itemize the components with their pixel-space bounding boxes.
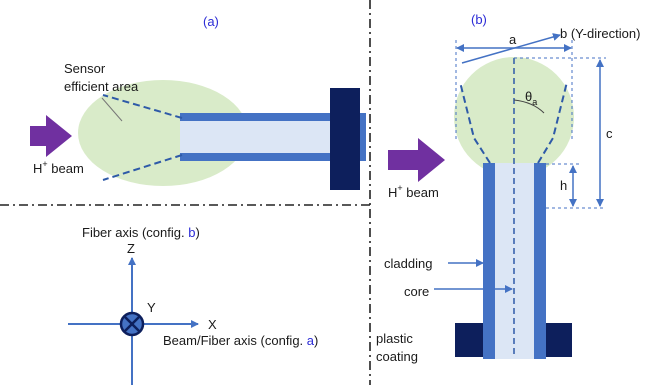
acceptance-cone-upper-a: [102, 94, 183, 119]
beam-label-b: H+ beam: [388, 183, 439, 200]
y-axis-label: Y: [147, 300, 156, 315]
plastic-label-line2: coating: [376, 349, 418, 364]
fiber-body-over-coating: [483, 323, 495, 357]
fiber-coating-a: [330, 88, 360, 190]
y-axis-cross-2: [124, 316, 140, 332]
dim-b-arrow: [461, 33, 561, 64]
fiber-cladding-right-over-coating: [534, 323, 546, 357]
sensor-label-line2: efficient area: [64, 79, 139, 94]
panel-a-label: (a): [203, 14, 219, 29]
cladding-label: cladding: [384, 256, 432, 271]
x-axis-label: X: [208, 317, 217, 332]
theta-arc: [513, 99, 545, 114]
dim-h-label: h: [560, 178, 567, 193]
plastic-label-line1: plastic: [376, 331, 413, 346]
z-axis-label: Z: [127, 241, 135, 256]
acceptance-cone-left-b: [459, 81, 491, 164]
sensor-label-line1: Sensor: [64, 61, 106, 76]
dim-c-label: c: [606, 126, 613, 141]
acceptance-cone-lower-a: [102, 154, 183, 181]
sensor-pointer-a: [101, 97, 123, 122]
beam-arrow-a: [30, 115, 72, 157]
fiber-tip-a: [360, 113, 366, 161]
beam-axis-label: Beam/Fiber axis (config. a): [163, 333, 318, 348]
beam-label-a: H+ beam: [33, 159, 84, 176]
acceptance-cone-right-b: [537, 81, 568, 164]
sensor-efficient-area-b: [454, 57, 574, 177]
core-label: core: [404, 284, 429, 299]
fiber-axis-label: Fiber axis (config. b): [82, 225, 200, 240]
dim-a-label: a: [509, 32, 517, 47]
dim-b-label: b (Y-direction): [560, 26, 640, 41]
theta-label: θa: [525, 89, 537, 107]
beam-arrow-b: [388, 138, 445, 182]
panel-b-label: (b): [471, 12, 487, 27]
